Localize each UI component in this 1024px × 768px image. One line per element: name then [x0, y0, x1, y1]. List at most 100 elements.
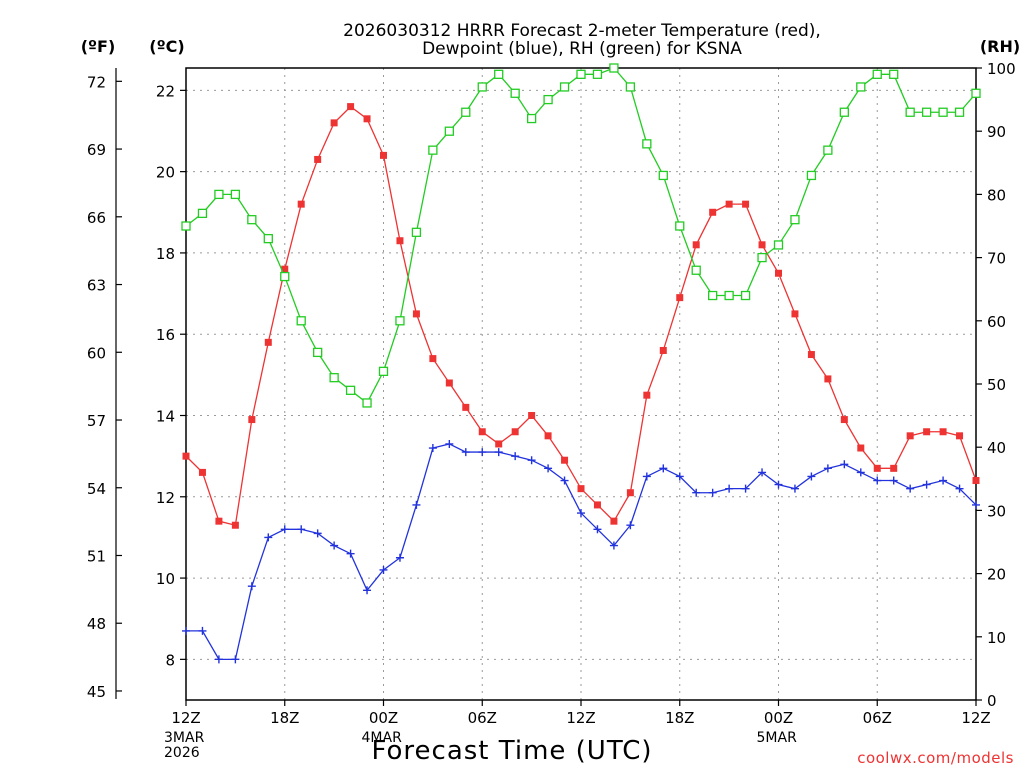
dewpoint-point — [511, 452, 520, 461]
rh-point — [428, 145, 438, 155]
fahrenheit-tick-label: 63 — [87, 277, 106, 295]
rh-point — [757, 252, 767, 263]
temperature-point — [972, 477, 980, 485]
temperature-point — [544, 432, 552, 440]
temperature-point — [807, 351, 815, 359]
dewpoint-point — [494, 448, 503, 457]
rh-tick-label: 100 — [987, 60, 1016, 78]
temperature-point — [857, 444, 865, 452]
dewpoint-point — [577, 509, 585, 518]
dewpoint-point — [182, 626, 190, 635]
rh-point — [905, 107, 915, 117]
grid-layer — [186, 68, 976, 700]
dewpoint-point — [823, 464, 832, 473]
rh-point — [494, 69, 504, 79]
date-label: 3MAR — [164, 730, 205, 746]
dewpoint-point — [659, 464, 668, 473]
date-label: 2026 — [164, 745, 200, 761]
rh-point — [296, 316, 306, 326]
dewpoint-point — [198, 626, 207, 635]
celsius-tick-label: 8 — [165, 651, 175, 669]
dewpoint-point — [939, 476, 948, 485]
rh-point — [921, 107, 932, 117]
rh-point — [971, 88, 981, 98]
rh-point — [872, 69, 882, 79]
rh-point — [724, 290, 734, 301]
temperature-point — [709, 208, 717, 216]
dewpoint-point — [264, 533, 273, 542]
rh-tick-label: 0 — [987, 692, 997, 710]
x-tick-label: 12Z — [566, 709, 595, 727]
dewpoint-point — [313, 529, 322, 538]
fahrenheit-tick-label: 72 — [87, 73, 106, 91]
temperature-point — [725, 200, 733, 208]
rh-point — [592, 69, 603, 79]
rh-tick-label: 90 — [987, 123, 1006, 141]
rh-point — [263, 233, 273, 244]
temperature-point — [840, 416, 848, 424]
temperature-point — [297, 200, 305, 208]
temperature-point — [363, 115, 371, 123]
temperature-point — [396, 237, 404, 245]
x-tick-label: 12Z — [961, 709, 990, 727]
celsius-tick-label: 10 — [156, 570, 175, 588]
temperature-point — [659, 346, 667, 354]
celsius-tick-label: 18 — [156, 245, 175, 263]
fahrenheit-tick-label: 57 — [87, 412, 106, 430]
dewpoint-point — [214, 655, 223, 664]
temperature-point — [676, 294, 684, 302]
dewpoint-point — [330, 541, 339, 550]
rh-point — [708, 290, 718, 301]
x-tick-label: 00Z — [764, 709, 793, 727]
dewpoint-point — [642, 472, 651, 481]
rh-point — [642, 139, 652, 149]
rh-point — [230, 189, 241, 200]
dewpoint-point — [889, 476, 898, 485]
date-label: 5MAR — [757, 730, 798, 746]
rh-point — [954, 107, 965, 117]
rh-point — [839, 107, 849, 117]
temperature-point — [791, 310, 799, 318]
fahrenheit-tick-label: 51 — [87, 547, 106, 565]
dewpoint-point — [675, 472, 684, 481]
temperature-point — [215, 517, 223, 525]
rh-tick-label: 80 — [987, 186, 1006, 204]
temperature-point — [412, 310, 420, 318]
rh-tick-label: 60 — [987, 313, 1006, 331]
temperature-point — [610, 517, 618, 525]
dewpoint-point — [840, 460, 849, 469]
rh-point — [362, 398, 372, 408]
temperature-point — [577, 485, 585, 493]
temperature-point — [890, 464, 898, 472]
rh-point — [806, 170, 817, 181]
rh-point — [691, 265, 701, 275]
rh-point — [658, 170, 668, 181]
temperature-point — [264, 338, 272, 346]
celsius-tick-label: 14 — [156, 407, 175, 425]
rh-point — [576, 69, 586, 79]
fahrenheit-unit-label: (ºF) — [81, 37, 116, 56]
temperature-point — [478, 428, 486, 436]
temperature-point — [643, 391, 651, 399]
rh-tick-label: 70 — [987, 250, 1006, 268]
fahrenheit-tick-label: 45 — [87, 683, 106, 701]
dewpoint-point — [873, 476, 882, 485]
rh-point — [214, 189, 224, 200]
temperature-point — [593, 501, 601, 509]
celsius-tick-label: 16 — [156, 326, 175, 344]
dewpoint-point — [741, 484, 750, 493]
dewpoint-point — [412, 500, 421, 509]
dewpoint-point — [231, 655, 240, 664]
temperature-point — [462, 403, 470, 411]
temperature-point — [380, 151, 387, 159]
credit-text: coolwx.com/models — [857, 749, 1014, 767]
rh-point — [526, 113, 537, 124]
temperature-point — [495, 440, 503, 448]
rh-tick-label: 40 — [987, 439, 1006, 457]
x-tick-label: 00Z — [369, 709, 398, 727]
temperature-point — [956, 432, 964, 440]
rh-point — [675, 221, 685, 231]
rh-point — [938, 107, 948, 117]
